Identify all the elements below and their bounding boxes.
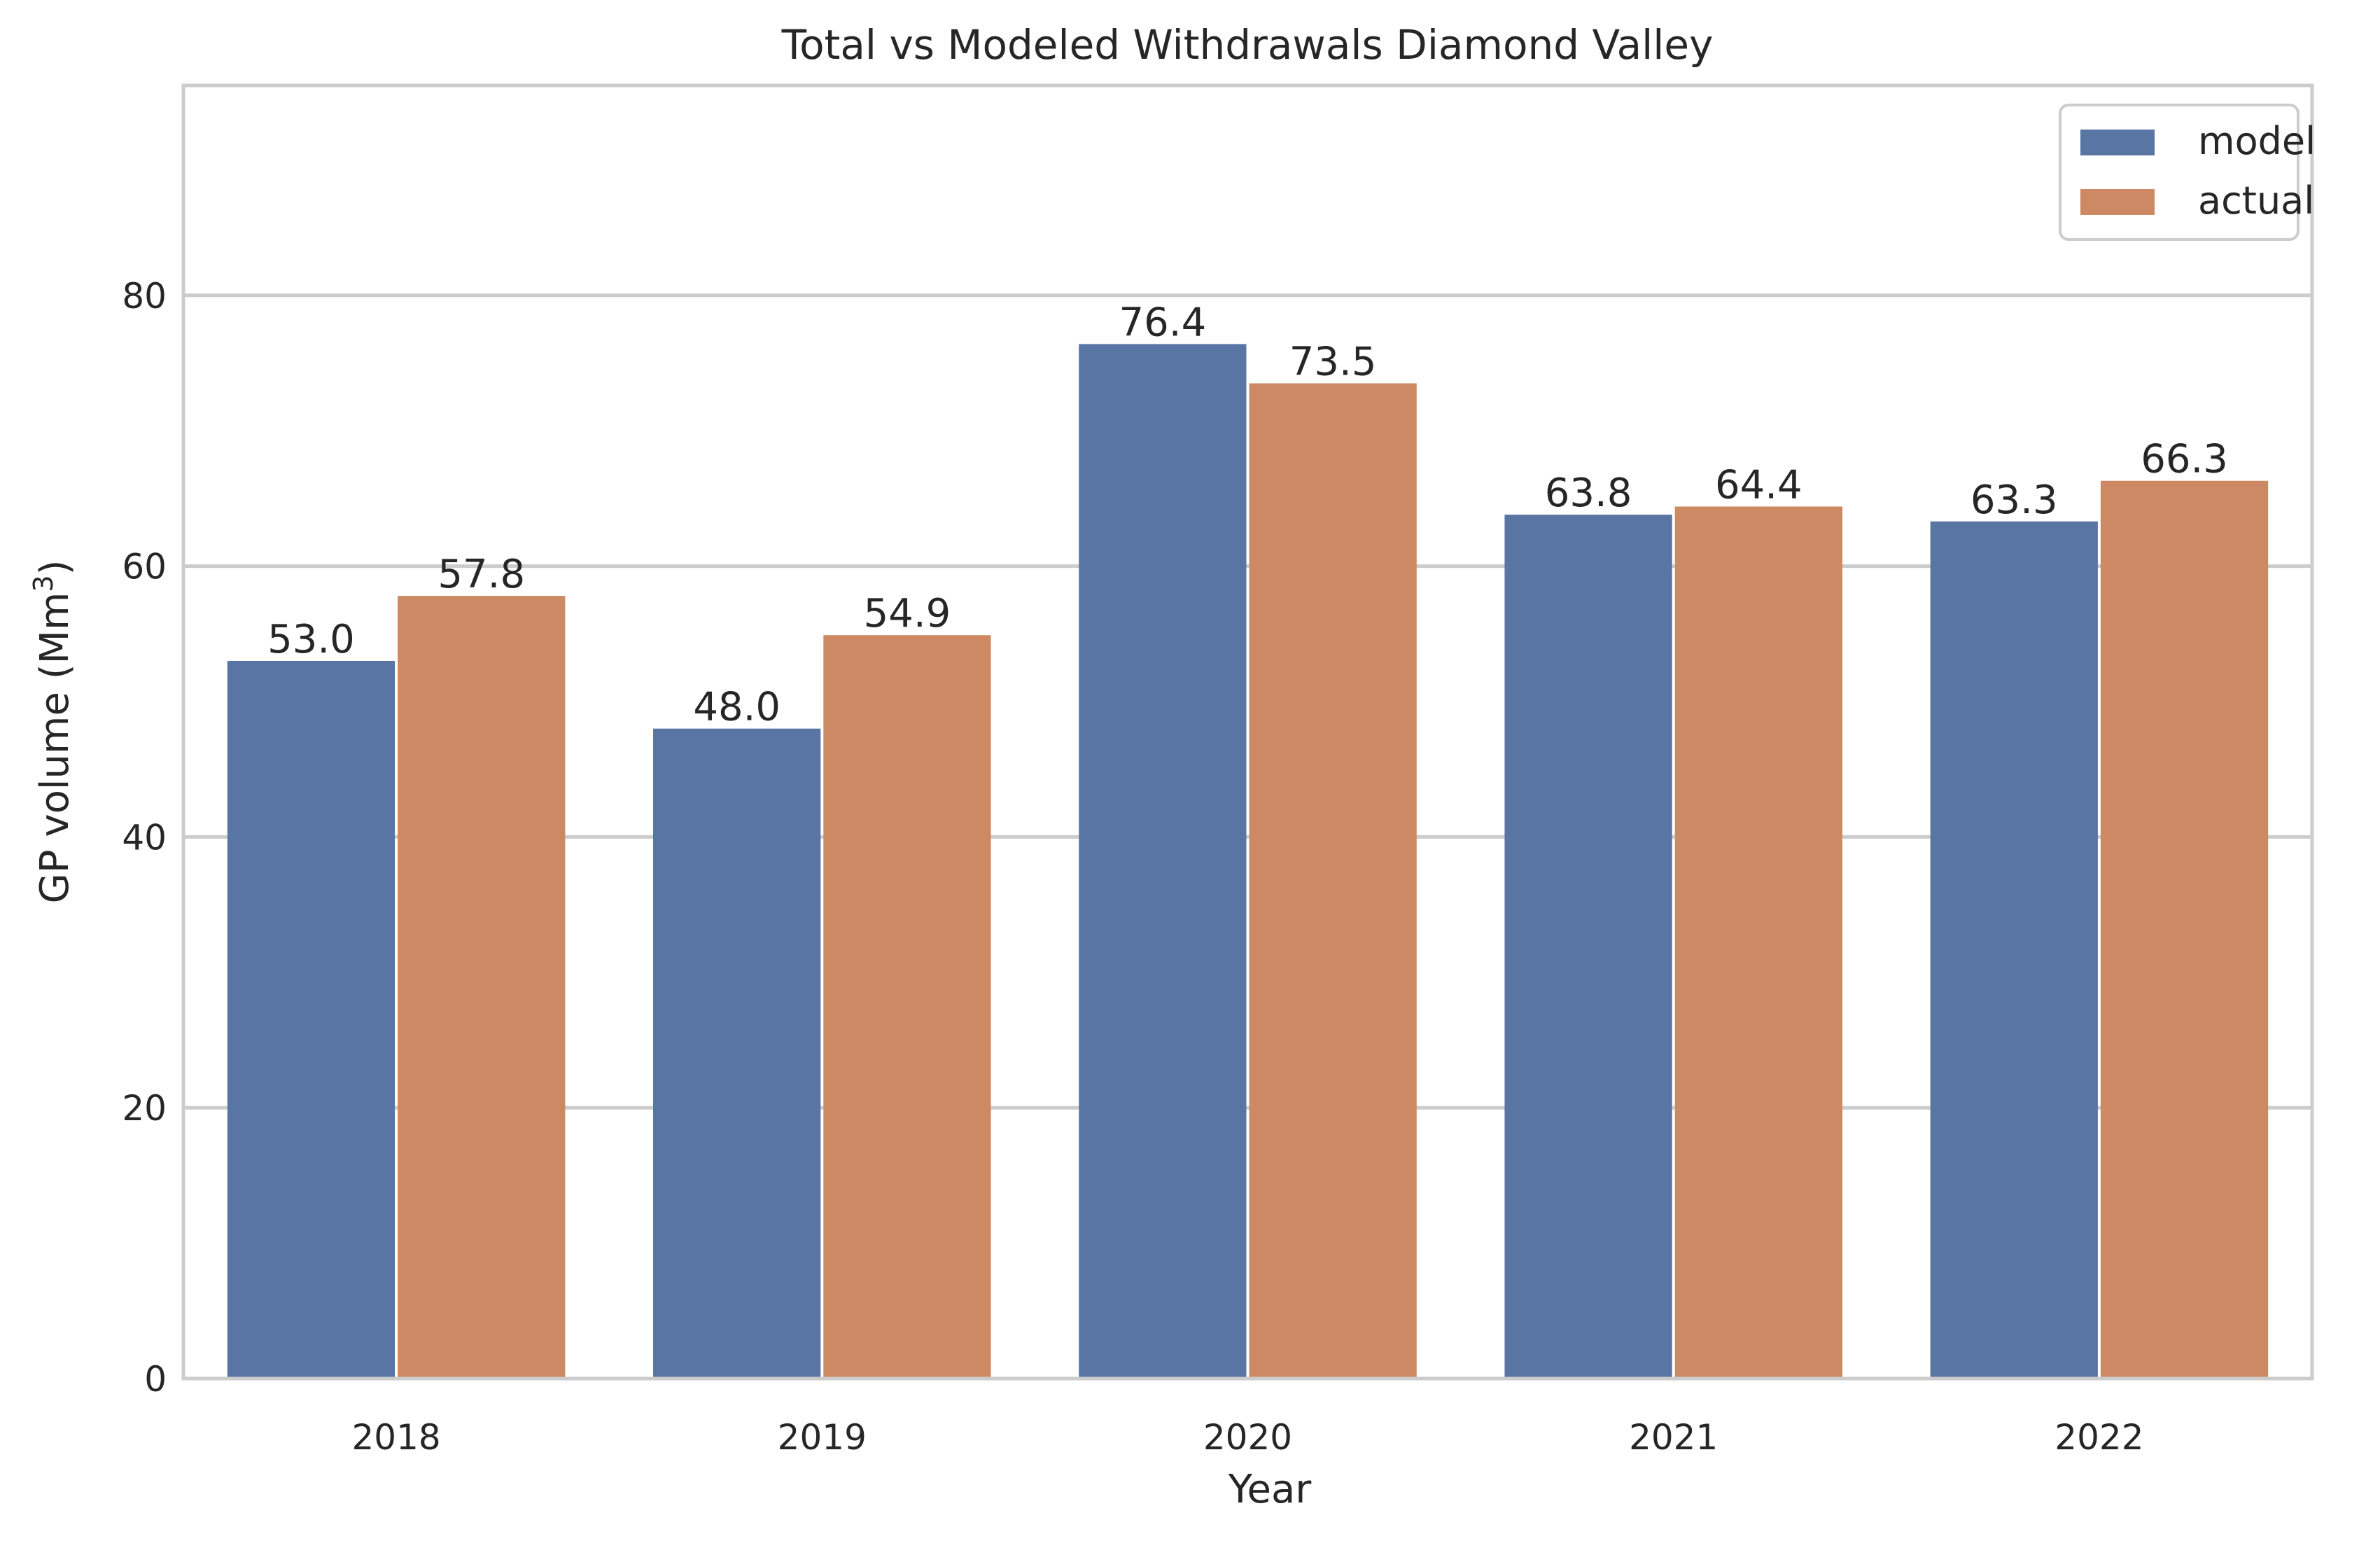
y-tick-label: 0 bbox=[144, 1359, 167, 1400]
x-tick-label: 2022 bbox=[2054, 1417, 2143, 1458]
y-tick-label: 40 bbox=[122, 817, 167, 858]
y-tick-label: 80 bbox=[122, 276, 167, 316]
bar-model bbox=[1079, 344, 1247, 1379]
x-tick-label: 2019 bbox=[778, 1417, 867, 1458]
data-label-actual: 73.5 bbox=[1289, 339, 1377, 384]
bar-actual bbox=[2100, 480, 2269, 1379]
bar-actual bbox=[398, 596, 566, 1379]
bar-model bbox=[1930, 521, 2098, 1379]
data-label-model: 63.8 bbox=[1545, 470, 1632, 516]
legend-label-actual: actual bbox=[2198, 179, 2314, 223]
legend-swatch-actual bbox=[2080, 189, 2155, 215]
data-label-model: 76.4 bbox=[1119, 300, 1207, 345]
bar-model bbox=[653, 728, 821, 1379]
bars bbox=[227, 344, 2269, 1379]
y-axis-label: GP volume (Mm3) bbox=[28, 560, 78, 904]
y-tick-label: 60 bbox=[122, 547, 167, 587]
tick-labels: 0 20 40 60 80 2018 2019 2020 2021 2022 bbox=[122, 276, 2143, 1458]
bar-model bbox=[1504, 515, 1672, 1379]
y-tick-label: 20 bbox=[122, 1088, 167, 1129]
x-tick-label: 2020 bbox=[1203, 1417, 1292, 1458]
y-axis-label-close: ) bbox=[32, 560, 78, 576]
data-label-model: 63.3 bbox=[1970, 477, 2058, 523]
data-label-actual: 57.8 bbox=[438, 552, 525, 597]
legend-label-model: model bbox=[2198, 119, 2316, 163]
x-tick-label: 2021 bbox=[1629, 1417, 1718, 1458]
y-axis-label-main: GP volume (Mm bbox=[32, 592, 78, 904]
bar-actual bbox=[823, 635, 991, 1379]
data-labels: 53.0 57.8 48.0 54.9 76.4 73.5 63.8 64.4 63.3 66.3 bbox=[267, 300, 2228, 730]
data-label-model: 48.0 bbox=[693, 685, 780, 730]
x-axis-label: Year bbox=[1228, 1467, 1312, 1512]
chart-title: Total vs Modeled Withdrawals Diamond Val… bbox=[781, 21, 1714, 69]
data-label-actual: 54.9 bbox=[864, 591, 951, 636]
data-label-actual: 64.4 bbox=[1715, 462, 1802, 508]
data-label-actual: 66.3 bbox=[2141, 437, 2228, 482]
bar-actual bbox=[1249, 383, 1417, 1379]
legend: model actual bbox=[2059, 104, 2316, 241]
bar-actual bbox=[1674, 506, 1842, 1379]
x-tick-label: 2018 bbox=[351, 1417, 440, 1458]
plot-frame bbox=[181, 83, 2314, 1381]
legend-swatch-model bbox=[2080, 130, 2155, 155]
y-axis-label-superscript: 3 bbox=[28, 575, 59, 592]
bar-model bbox=[227, 660, 396, 1379]
data-label-model: 53.0 bbox=[267, 617, 355, 662]
